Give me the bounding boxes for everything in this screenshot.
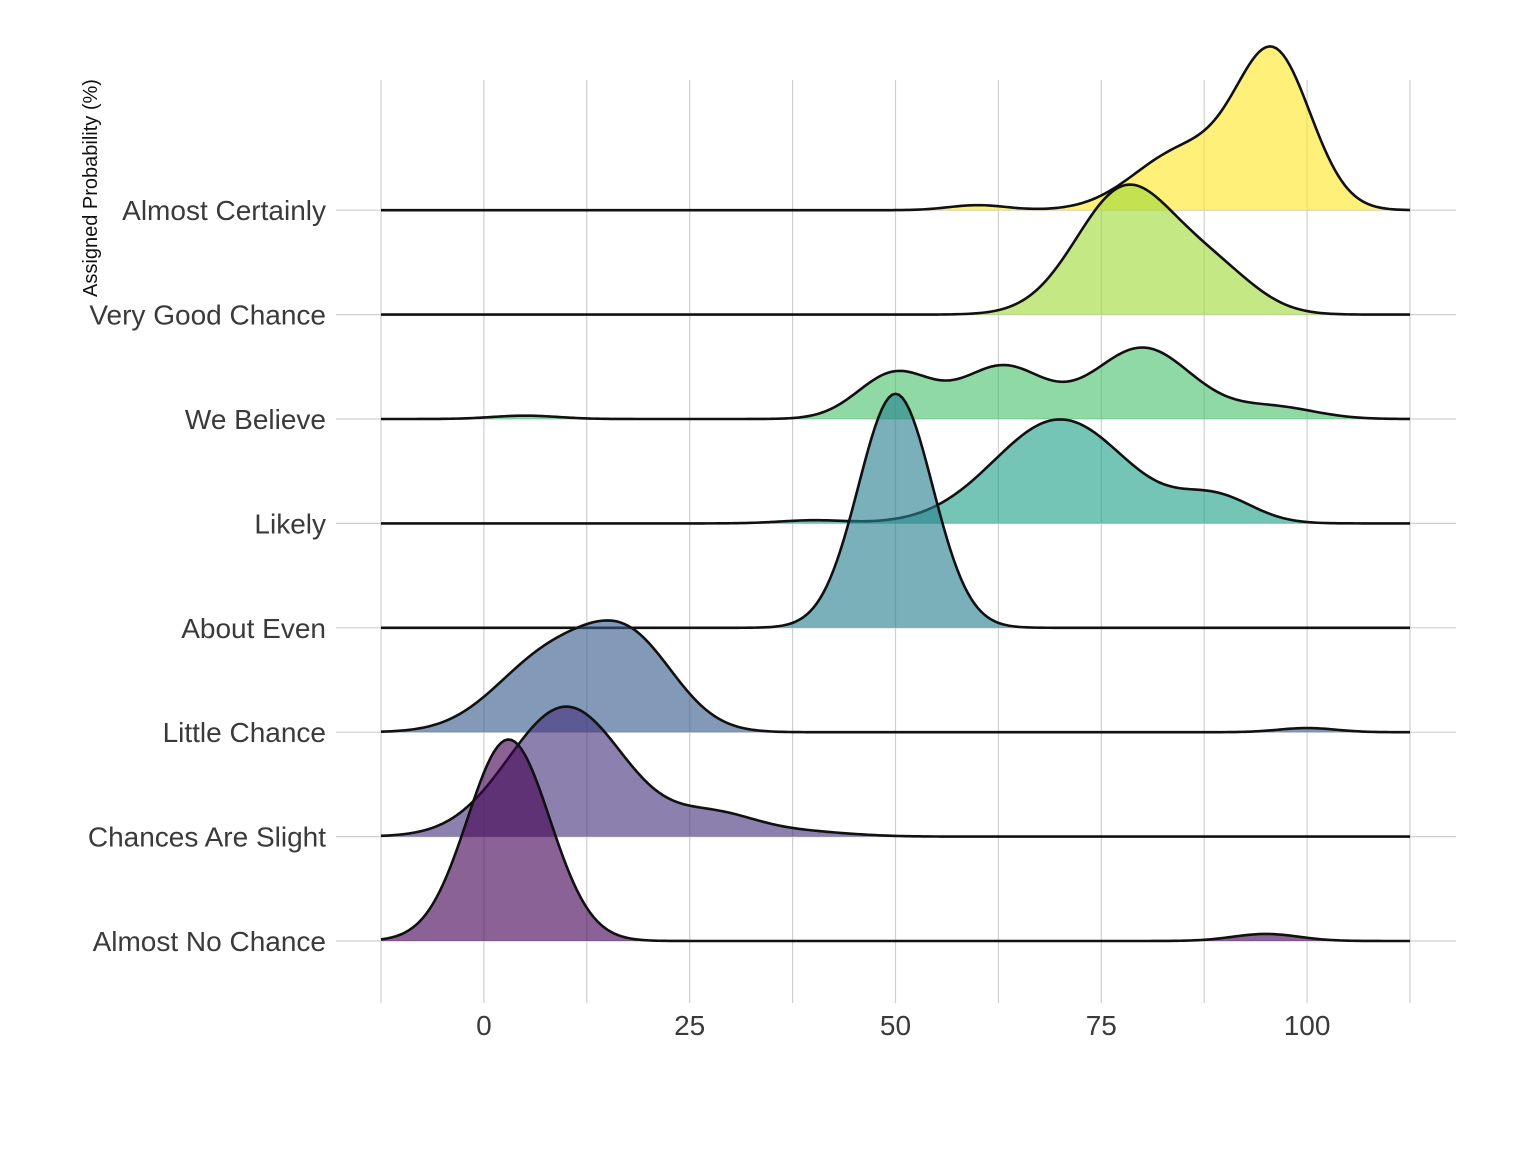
y-axis-title: Assigned Probability (%) bbox=[80, 79, 102, 297]
y-axis-labels: Almost No Chance Chances Are Slight Little… bbox=[88, 195, 326, 957]
x-tick-label: 25 bbox=[674, 1010, 705, 1041]
ridge-outline bbox=[380, 705, 1410, 838]
y-tick-label: Almost No Chance bbox=[93, 926, 326, 957]
ridge-outline bbox=[381, 346, 1411, 421]
x-axis-labels: 0 25 50 75 100 bbox=[476, 1010, 1330, 1041]
y-tick-label: Likely bbox=[254, 508, 326, 539]
ridge-area bbox=[381, 706, 1410, 837]
ridge-outline bbox=[380, 619, 1410, 734]
ridge-outline bbox=[381, 392, 1410, 630]
ridge-outline bbox=[381, 45, 1411, 212]
ridge-area bbox=[381, 620, 1410, 733]
ridge-area bbox=[381, 347, 1410, 419]
ridge-area bbox=[381, 419, 1410, 524]
ridge-area bbox=[381, 46, 1410, 211]
y-tick-label: Little Chance bbox=[163, 717, 326, 748]
ridge-outline bbox=[381, 183, 1410, 316]
ridges bbox=[380, 45, 1411, 943]
ridge-area bbox=[381, 393, 1410, 628]
x-tick-label: 0 bbox=[476, 1010, 492, 1041]
y-tick-label: Very Good Chance bbox=[89, 300, 326, 331]
x-tick-label: 50 bbox=[880, 1010, 911, 1041]
x-tick-label: 75 bbox=[1086, 1010, 1117, 1041]
ridge-outline bbox=[380, 738, 1410, 943]
y-tick-label: We Believe bbox=[185, 404, 326, 435]
ridge-area bbox=[381, 184, 1410, 315]
x-tick-label: 100 bbox=[1284, 1010, 1331, 1041]
y-tick-label: Chances Are Slight bbox=[88, 822, 326, 853]
ridge-area bbox=[381, 739, 1410, 941]
y-tick-label: Almost Certainly bbox=[122, 195, 326, 226]
y-tick-label: About Even bbox=[181, 613, 326, 644]
